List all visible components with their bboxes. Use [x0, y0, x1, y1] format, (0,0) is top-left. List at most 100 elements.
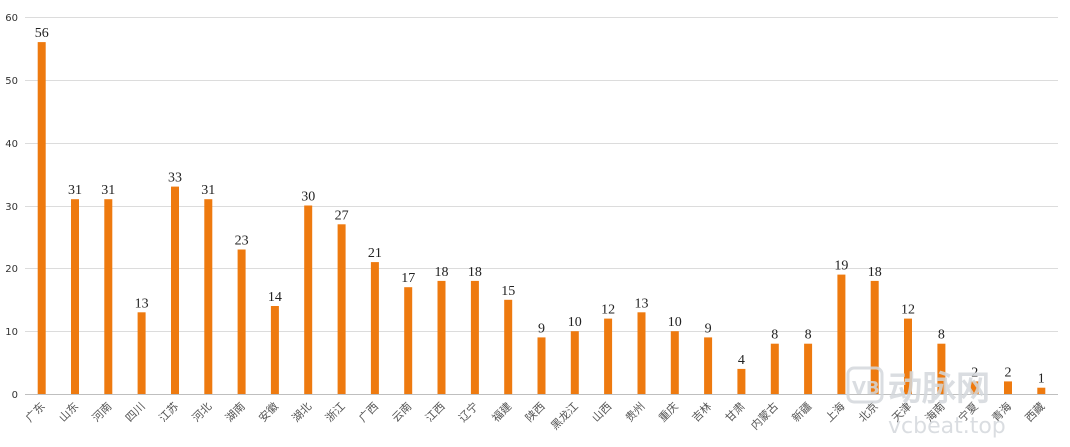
bar: [137, 312, 146, 394]
bar: [570, 331, 579, 394]
bar: [870, 280, 879, 394]
x-tick-label: 山东: [56, 400, 81, 425]
data-label: 21: [368, 246, 382, 261]
bar: [737, 368, 746, 394]
data-label: 2: [971, 365, 978, 380]
data-label: 30: [301, 190, 315, 205]
y-axis: 0 10 20 30 40 50 60: [5, 13, 18, 401]
x-tick-label: 陕西: [522, 399, 547, 424]
bar: [837, 274, 846, 394]
data-label: 8: [771, 328, 778, 343]
x-tick-label: 福建: [489, 399, 514, 424]
x-tick-label: 重庆: [655, 399, 680, 424]
bar: [437, 280, 446, 394]
bar: [804, 343, 813, 394]
data-label: 12: [901, 303, 915, 318]
bar: [537, 337, 546, 394]
x-tick-label: 吉林: [689, 399, 714, 424]
data-label: 13: [135, 296, 149, 311]
x-tick-label: 广东: [23, 400, 48, 425]
bar: [304, 205, 313, 394]
x-tick-label: 河南: [90, 400, 115, 425]
x-tick-label: 江苏: [156, 400, 181, 425]
y-tick-label: 20: [5, 264, 18, 275]
data-label: 8: [938, 328, 945, 343]
data-label: 10: [568, 315, 582, 330]
bars: [37, 42, 1046, 395]
watermark: VB 动脉网 vcbeat.top: [846, 366, 1006, 439]
data-label: 31: [68, 183, 82, 198]
bar: [704, 337, 713, 394]
data-label: 18: [468, 265, 482, 280]
x-tick-label: 内蒙古: [748, 399, 781, 432]
x-tick-label: 上海: [822, 399, 847, 424]
data-label: 9: [538, 321, 545, 336]
bar: [970, 381, 979, 394]
watermark-logo-mark: VB: [852, 378, 880, 399]
x-tick-label: 广西: [356, 400, 381, 425]
watermark-logo-icon: [846, 366, 884, 404]
gridlines: [25, 17, 1058, 395]
x-tick-label: 山西: [589, 400, 614, 425]
data-label: 56: [35, 26, 49, 41]
y-tick-label: 10: [5, 327, 18, 338]
x-tick-label: 湖北: [290, 400, 315, 425]
x-tick-label: 西藏: [1023, 400, 1048, 425]
bar: [37, 42, 46, 394]
bar: [237, 249, 246, 394]
data-label: 12: [601, 303, 615, 318]
bar: [104, 199, 113, 394]
watermark-domain: vcbeat.top: [888, 414, 1006, 439]
bar: [337, 224, 346, 394]
y-tick-label: 0: [12, 390, 18, 401]
bar: [504, 299, 513, 395]
y-tick-label: 60: [5, 13, 18, 24]
data-label: 4: [738, 353, 745, 368]
bar: [71, 199, 79, 394]
x-tick-label: 云南: [390, 400, 415, 425]
x-tick-label: 甘肃: [723, 400, 748, 425]
bar: [904, 318, 912, 394]
y-tick-label: 30: [5, 202, 18, 213]
data-label: 14: [268, 290, 282, 305]
bar: [604, 318, 613, 394]
y-tick-label: 40: [5, 139, 18, 150]
data-label: 17: [401, 271, 415, 286]
bar: [404, 287, 413, 394]
bar: [937, 343, 946, 394]
bar: [637, 312, 646, 394]
data-label: 15: [501, 284, 515, 299]
data-label: 19: [834, 259, 848, 274]
data-label: 33: [168, 171, 182, 186]
x-tick-label: 贵州: [623, 400, 648, 425]
x-tick-label: 河北: [190, 400, 215, 425]
x-tick-label: 新疆: [789, 399, 814, 424]
x-tick-label: 浙江: [323, 400, 348, 425]
data-label: 31: [101, 183, 115, 198]
data-label: 27: [335, 208, 349, 223]
x-tick-label: 辽宁: [456, 399, 481, 424]
x-tick-label: 四川: [123, 400, 148, 425]
data-label: 18: [435, 265, 449, 280]
x-tick-label: 江西: [423, 400, 448, 425]
x-tick-label: 湖南: [223, 400, 248, 425]
data-label: 9: [705, 321, 712, 336]
data-label: 10: [668, 315, 682, 330]
data-label: 23: [235, 234, 249, 249]
x-tick-label: 安徽: [256, 399, 281, 424]
bar: [171, 186, 179, 394]
data-label: 31: [201, 183, 215, 198]
data-label: 18: [868, 265, 882, 280]
y-tick-label: 50: [5, 76, 18, 87]
data-label: 13: [635, 296, 649, 311]
bar: [770, 343, 779, 394]
bar: [1037, 387, 1046, 394]
x-tick-label: 黑龙江: [548, 400, 581, 433]
watermark-brand: 动脉网: [888, 369, 990, 409]
data-label: 1: [1038, 372, 1045, 387]
bar: [370, 262, 379, 394]
data-label: 2: [1005, 365, 1012, 380]
data-label: 8: [805, 328, 812, 343]
